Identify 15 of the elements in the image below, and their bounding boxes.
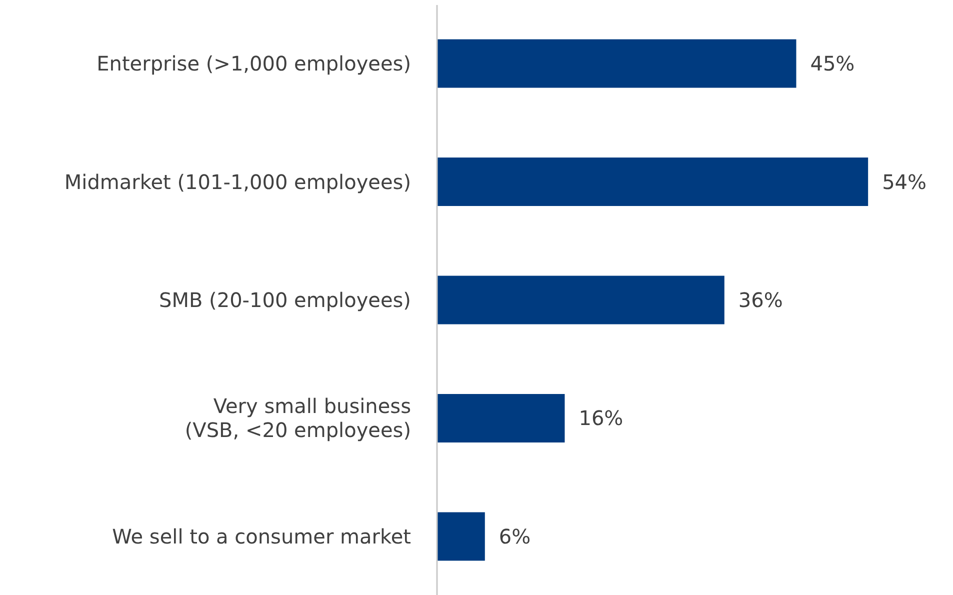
data-label: 16% — [578, 406, 624, 430]
bar — [437, 512, 485, 561]
bar — [437, 394, 565, 442]
y-tick-label: SMB (20-100 employees) — [159, 288, 411, 312]
bar — [437, 158, 868, 206]
data-label: 45% — [810, 52, 855, 76]
y-tick-label: We sell to a consumer market — [112, 524, 412, 548]
data-label: 54% — [882, 170, 927, 194]
bar — [437, 39, 796, 88]
bar — [437, 276, 724, 324]
y-tick-label: Enterprise (>1,000 employees) — [96, 52, 411, 76]
data-label: 36% — [738, 288, 783, 312]
y-tick-label: Very small business (VSB, <20 employees) — [184, 394, 411, 442]
data-label: 6% — [498, 524, 531, 548]
y-tick-label: Midmarket (101-1,000 employees) — [64, 170, 411, 194]
